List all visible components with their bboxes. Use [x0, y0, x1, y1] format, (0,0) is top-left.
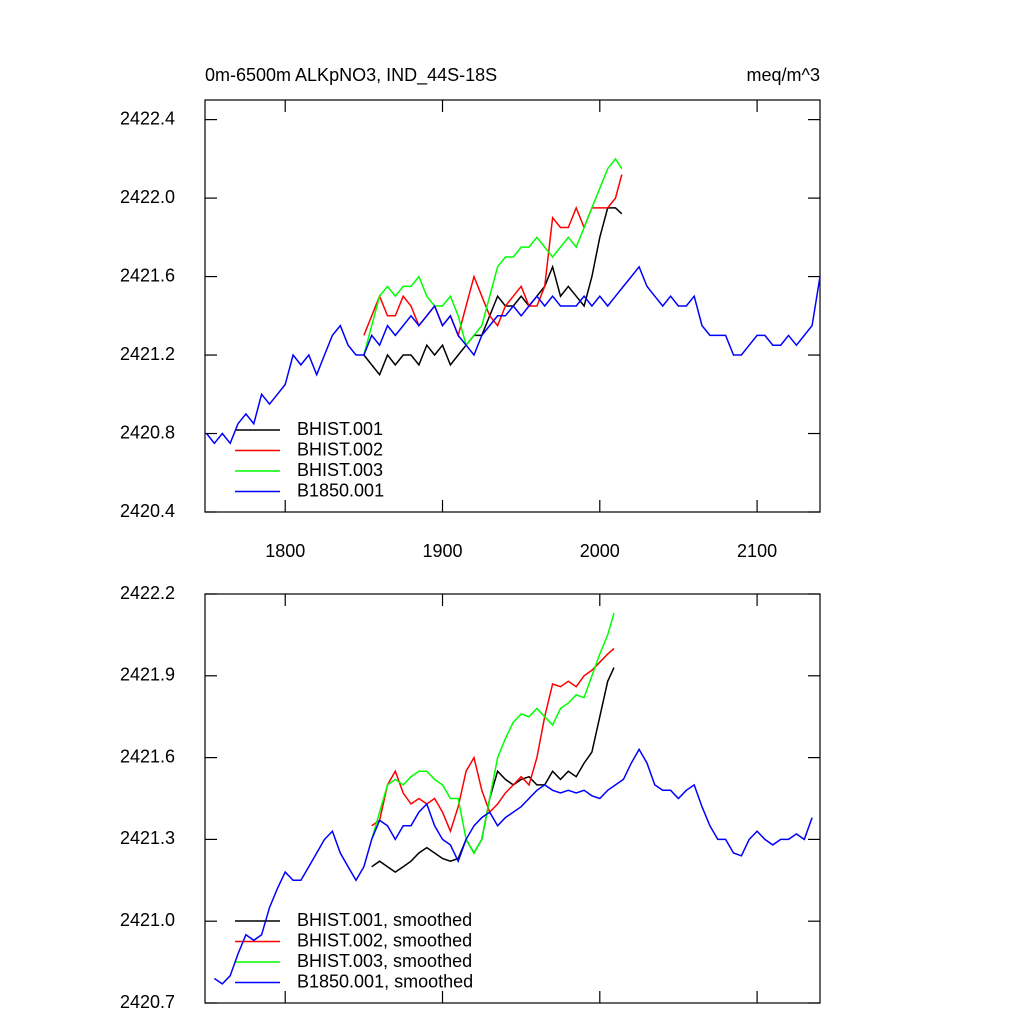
series-line — [371, 667, 615, 874]
series-line — [363, 157, 623, 356]
legend-label: BHIST.003, smoothed — [297, 951, 472, 971]
x-tick-label: 2100 — [737, 541, 777, 561]
legend-label: BHIST.001, smoothed — [297, 910, 472, 930]
plot-frame — [204, 593, 821, 1004]
plot-frame — [204, 99, 821, 513]
series-line — [370, 612, 615, 855]
legend-label: BHIST.001 — [297, 419, 383, 439]
series-line — [371, 647, 615, 834]
x-tick-label: 1800 — [265, 541, 305, 561]
legend-label: B1850.001 — [297, 480, 384, 500]
y-tick-label: 2422.4 — [120, 108, 175, 128]
legend-label: BHIST.002 — [297, 439, 383, 459]
legend-label: B1850.001, smoothed — [297, 971, 473, 991]
y-tick-label: 2420.8 — [120, 422, 175, 442]
y-tick-label: 2420.4 — [120, 501, 175, 521]
legend-label: BHIST.002, smoothed — [297, 930, 472, 950]
y-tick-label: 2421.0 — [120, 910, 175, 930]
series-line — [213, 747, 813, 985]
series-line — [206, 265, 821, 445]
y-tick-label: 2421.6 — [120, 265, 175, 285]
series-line — [363, 207, 623, 377]
y-tick-label: 2420.7 — [120, 992, 175, 1012]
y-tick-label: 2421.6 — [120, 746, 175, 766]
series-line — [363, 174, 623, 338]
y-tick-label: 2421.9 — [120, 665, 175, 685]
y-tick-label: 2422.0 — [120, 187, 175, 207]
y-tick-label: 2421.3 — [120, 828, 175, 848]
units-label: meq/m^3 — [747, 65, 820, 85]
y-tick-label: 2422.2 — [120, 583, 175, 603]
x-tick-label: 2000 — [580, 541, 620, 561]
y-tick-label: 2421.2 — [120, 344, 175, 364]
x-tick-label: 1900 — [422, 541, 462, 561]
chart-title: 0m-6500m ALKpNO3, IND_44S-18S — [205, 65, 497, 86]
legend-label: BHIST.003 — [297, 460, 383, 480]
